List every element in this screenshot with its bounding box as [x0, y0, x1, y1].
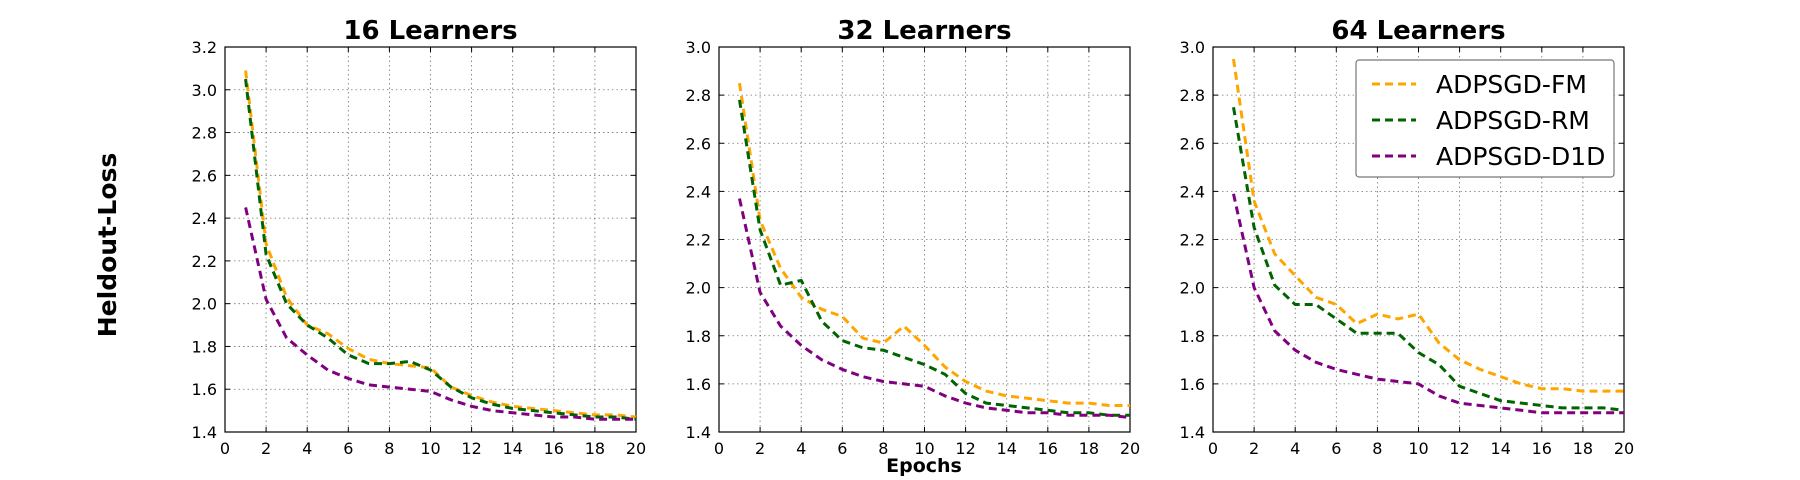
- legend-box: [1355, 59, 1615, 178]
- x-tick-label: 4: [1290, 439, 1300, 458]
- y-tick-label: 2.2: [686, 231, 711, 250]
- y-tick-label: 2.4: [192, 209, 217, 228]
- y-tick-label: 2.4: [1180, 182, 1205, 201]
- y-tick-label: 2.6: [686, 134, 711, 153]
- y-tick-label: 2.6: [192, 166, 217, 185]
- y-tick-label: 3.0: [1180, 38, 1205, 57]
- y-tick-label: 1.6: [1180, 375, 1205, 394]
- x-tick-label: 14: [997, 439, 1017, 458]
- chart-title: 32 Learners: [837, 16, 1011, 46]
- legend-label: ADPSGD-FM: [1436, 70, 1587, 99]
- y-tick-label: 2.8: [192, 124, 217, 143]
- legend: ADPSGD-FM ADPSGD-RM ADPSGD-D1D: [1355, 59, 1615, 178]
- y-tick-label: 1.8: [192, 337, 217, 356]
- y-tick-label: 2.0: [1180, 279, 1205, 298]
- chart-panel-1: 1.4 1.6 1.8 2.0 2.2 2.4 2.6 2.8 3.0 3.2 0 2 4 6 8 10 12 1…: [192, 16, 647, 458]
- x-tick-label: 8: [384, 439, 394, 458]
- plot-frame: [718, 46, 1131, 433]
- x-tick-label: 6: [1331, 439, 1341, 458]
- y-tick-label: 2.8: [1180, 86, 1205, 105]
- x-tick-label: 20: [1614, 439, 1634, 458]
- legend-label: ADPSGD-D1D: [1436, 142, 1605, 171]
- y-tick-label: 2.6: [1180, 134, 1205, 153]
- y-tick-label: 2.0: [192, 295, 217, 314]
- y-tick-label: 2.2: [192, 252, 217, 271]
- y-tick-label: 3.2: [192, 38, 217, 57]
- series-line-adpsgd-rm: [738, 99, 1130, 417]
- x-tick-label: 18: [1079, 439, 1099, 458]
- x-tick-label: 18: [1573, 439, 1593, 458]
- x-tick-label: 2: [261, 439, 271, 458]
- x-tick-label: 8: [1372, 439, 1382, 458]
- x-tick-label: 0: [1208, 439, 1218, 458]
- y-tick-label: 2.2: [1180, 231, 1205, 250]
- x-tick-label: 4: [796, 439, 806, 458]
- y-tick-label: 1.4: [1180, 423, 1205, 442]
- chart-panel-2: 1.4 1.6 1.8 2.0 2.2 2.4 2.6 2.8 3.0 0 2 4 6 8 10 12 14 16…: [686, 16, 1141, 458]
- legend-label: ADPSGD-RM: [1436, 106, 1590, 135]
- x-tick-label: 12: [955, 439, 975, 458]
- x-tick-label: 14: [1491, 439, 1511, 458]
- x-tick-label: 6: [343, 439, 353, 458]
- series-line-adpsgd-d1d: [738, 198, 1131, 420]
- plot-frame: [1212, 46, 1625, 433]
- x-tick-label: 10: [420, 439, 440, 458]
- y-tick-label: 1.8: [1180, 327, 1205, 346]
- x-tick-label: 16: [1038, 439, 1058, 458]
- x-tick-label: 4: [302, 439, 312, 458]
- series-line-adpsgd-rm: [1232, 106, 1625, 412]
- y-axis-label: Heldout-Loss: [93, 153, 122, 338]
- series-line-adpsgd-d1d: [1232, 193, 1624, 415]
- series-line-adpsgd-fm: [1232, 58, 1624, 393]
- y-tick-label: 3.0: [686, 38, 711, 57]
- x-tick-label: 0: [714, 439, 724, 458]
- chart-title: 64 Learners: [1331, 16, 1505, 46]
- x-tick-label: 6: [837, 439, 847, 458]
- series-line-adpsgd-fm: [738, 82, 1130, 407]
- x-tick-label: 20: [1120, 439, 1140, 458]
- chart-title: 16 Learners: [343, 16, 517, 46]
- x-tick-label: 8: [878, 439, 888, 458]
- x-tick-label: 0: [220, 439, 230, 458]
- x-axis-label: Epochs: [886, 455, 962, 477]
- y-tick-label: 1.4: [192, 423, 217, 442]
- y-tick-label: 3.0: [192, 81, 217, 100]
- x-tick-label: 10: [1408, 439, 1428, 458]
- x-tick-label: 2: [755, 439, 765, 458]
- y-tick-label: 1.6: [192, 380, 217, 399]
- x-tick-label: 18: [585, 439, 605, 458]
- series-line-adpsgd-d1d: [244, 207, 636, 421]
- y-tick-label: 2.0: [686, 279, 711, 298]
- x-tick-label: 14: [503, 439, 523, 458]
- x-tick-label: 10: [914, 439, 934, 458]
- y-tick-label: 1.4: [686, 423, 711, 442]
- x-tick-label: 2: [1249, 439, 1259, 458]
- y-tick-label: 1.6: [686, 375, 711, 394]
- series-line-adpsgd-fm: [244, 70, 637, 419]
- series-line-adpsgd-rm: [244, 78, 637, 421]
- plot-frame: [224, 46, 637, 433]
- x-tick-label: 16: [1532, 439, 1552, 458]
- y-tick-label: 2.4: [686, 182, 711, 201]
- y-tick-label: 2.8: [686, 86, 711, 105]
- x-tick-label: 16: [544, 439, 564, 458]
- x-tick-label: 12: [461, 439, 481, 458]
- y-tick-label: 1.8: [686, 327, 711, 346]
- chart-panel-3: 1.4 1.6 1.8 2.0 2.2 2.4 2.6 2.8 3.0 0 2 4 6 8 10 12 14 16…: [1180, 16, 1635, 458]
- x-tick-label: 20: [626, 439, 646, 458]
- x-tick-label: 12: [1449, 439, 1469, 458]
